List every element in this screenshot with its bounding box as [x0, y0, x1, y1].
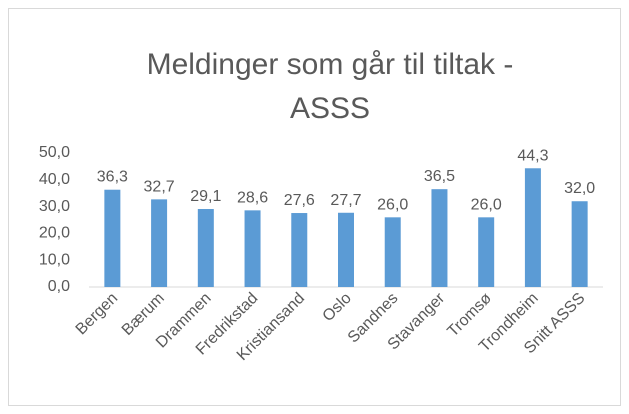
y-tick-label: 30,0 — [39, 198, 70, 215]
bar — [197, 209, 214, 287]
bar — [384, 217, 401, 287]
value-label: 26,0 — [377, 196, 408, 213]
value-label: 29,1 — [190, 188, 221, 205]
bar — [431, 189, 448, 287]
y-tick-label: 0,0 — [48, 278, 70, 295]
bar — [524, 168, 541, 287]
bar — [104, 189, 121, 287]
value-label: 26,0 — [471, 196, 502, 213]
y-tick-label: 20,0 — [39, 225, 70, 242]
bar — [338, 212, 354, 287]
bar — [151, 199, 168, 287]
value-label: 32,0 — [564, 180, 595, 197]
value-label: 32,7 — [144, 178, 175, 195]
bar — [478, 217, 495, 287]
chart-title: ASSS — [290, 92, 370, 125]
bar — [571, 201, 588, 287]
y-tick-label: 10,0 — [39, 251, 70, 268]
bar — [244, 210, 261, 287]
value-label: 28,6 — [237, 189, 268, 206]
chart-title: Meldinger som går til tiltak - — [147, 48, 514, 81]
value-label: 27,7 — [330, 192, 361, 209]
value-label: 27,6 — [284, 192, 315, 209]
value-label: 36,3 — [97, 169, 128, 186]
y-tick-label: 40,0 — [39, 171, 70, 188]
value-label: 36,5 — [424, 168, 455, 185]
y-tick-label: 50,0 — [39, 144, 70, 161]
value-label: 44,3 — [517, 147, 548, 164]
bar — [291, 213, 308, 287]
